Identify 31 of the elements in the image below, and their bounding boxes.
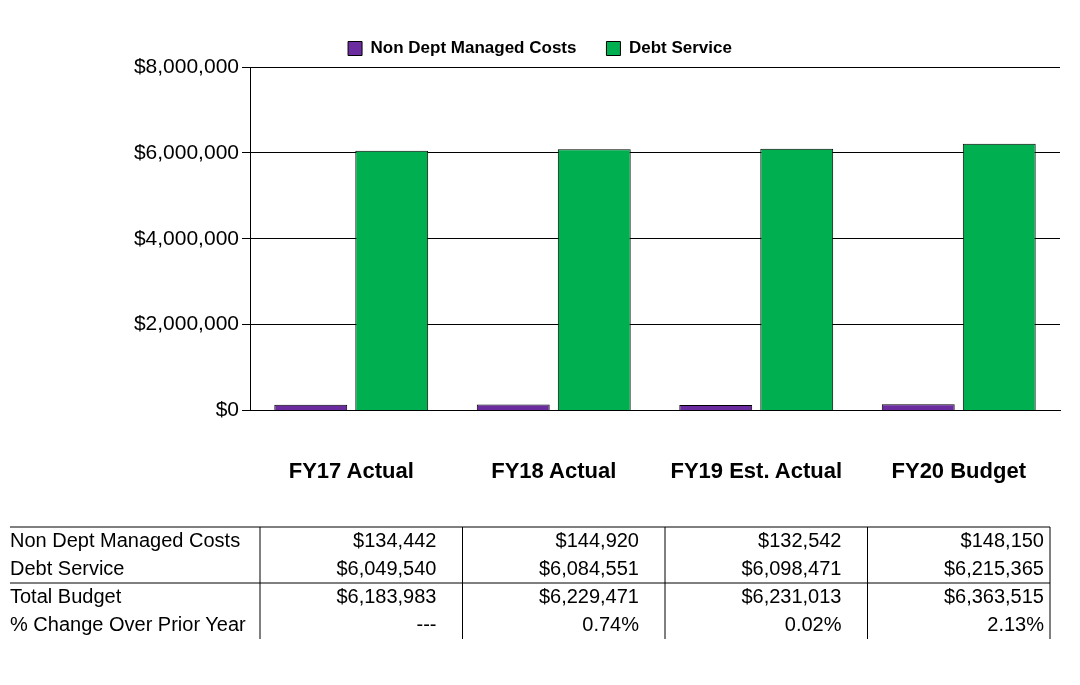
data-label: $6,215,365 <box>943 556 1044 579</box>
y-tick-label: $6,000,000 <box>133 139 239 163</box>
text: Debt Service <box>10 556 125 579</box>
text: 0.02% <box>784 612 842 635</box>
legend-label: Debt Service <box>628 38 732 58</box>
x-tick-label: FY20 Budget <box>891 457 1027 483</box>
text: 2.13% <box>987 612 1045 635</box>
y-tick-label: $8,000,000 <box>133 53 239 77</box>
data-label: $134,442 <box>353 528 437 551</box>
text: $6,363,515 <box>943 584 1044 607</box>
text: % Change Over Prior Year <box>10 612 247 635</box>
data-label: $132,542 <box>758 528 842 551</box>
x-tick-label: FY19 Est. Actual <box>670 457 843 483</box>
x-tick-label: FY18 Actual <box>491 457 617 483</box>
text: Non Dept Managed Costs <box>10 528 241 551</box>
text: 0.74% <box>582 612 640 635</box>
data-label: $6,084,551 <box>538 556 639 579</box>
text: Total Budget <box>10 584 122 607</box>
data-label: $6,098,471 <box>741 556 842 579</box>
data-label: $6,049,540 <box>336 556 437 579</box>
text: $6,229,471 <box>538 584 639 607</box>
y-tick-label: $4,000,000 <box>133 225 239 249</box>
x-tick-label: FY17 Actual <box>288 457 414 483</box>
legend-label: Non Dept Managed Costs <box>370 38 577 58</box>
text: $6,183,983 <box>336 584 437 607</box>
text: --- <box>416 612 437 635</box>
text: $6,231,013 <box>741 584 842 607</box>
y-tick-label: $2,000,000 <box>133 311 239 335</box>
y-tick-label: $0 <box>215 397 239 421</box>
data-label: $144,920 <box>555 528 639 551</box>
data-label: $148,150 <box>960 528 1044 551</box>
